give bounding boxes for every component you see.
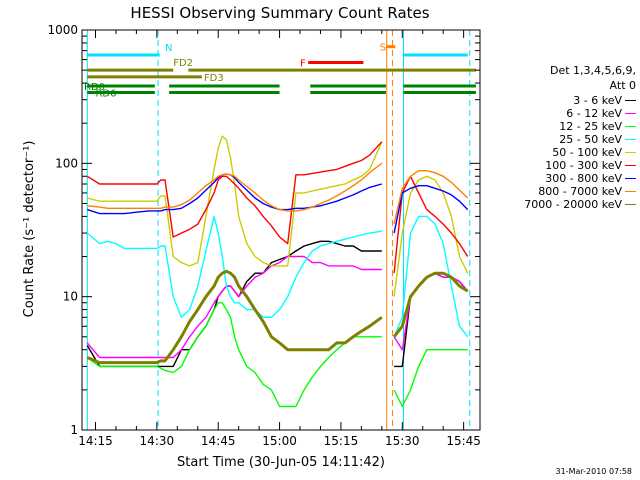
legend-swatch	[625, 203, 636, 206]
legend-swatch	[625, 177, 636, 180]
legend-row-25-50: 25 - 50 keV	[470, 133, 636, 146]
series-line-300-800-kev	[87, 173, 469, 234]
legend: Det 1,3,4,5,6,9, Att 0 3 - 6 keV 6 - 12 …	[470, 64, 636, 211]
x-axis-label: Start Time (30-Jun-05 14:11:42)	[177, 455, 385, 470]
legend-row-300-800: 300 - 800 keV	[470, 172, 636, 185]
x-tick-label: 15:00	[262, 434, 297, 448]
footer-timestamp: 31-Mar-2010 07:58	[555, 467, 633, 476]
legend-label: 100 - 300 keV	[545, 159, 622, 172]
series-line-100-300-kev	[86, 141, 469, 274]
x-tick-label: 14:45	[201, 434, 236, 448]
legend-label: 800 - 7000 keV	[538, 185, 622, 198]
legend-swatch	[625, 164, 636, 167]
x-tick-label: 14:15	[78, 434, 113, 448]
legend-label: 50 - 100 keV	[552, 146, 622, 159]
series-line-7000-20000-kev	[86, 269, 469, 365]
x-tick-label: 15:45	[446, 434, 481, 448]
series-line-25-50-kev	[86, 215, 469, 338]
legend-label: 6 - 12 keV	[566, 107, 622, 120]
legend-row-6-12: 6 - 12 keV	[470, 107, 636, 120]
legend-row-800-7000: 800 - 7000 keV	[470, 185, 636, 198]
legend-header-line-1: Det 1,3,4,5,6,9,	[549, 64, 636, 77]
x-tick-label: 14:30	[140, 434, 175, 448]
legend-swatch	[625, 151, 636, 154]
flag-label-fd2: FD2	[173, 58, 193, 69]
y-tick-label: 10	[63, 290, 78, 304]
legend-label: 25 - 50 keV	[559, 133, 622, 146]
y-tick-label: 1000	[47, 23, 78, 37]
legend-swatch	[625, 125, 636, 128]
legend-header-line-2: Att 0	[609, 79, 636, 92]
flag-label-rd0: RD0	[84, 82, 105, 93]
axes: 14:15 14:30 14:45 15:00 15:15 15:30 15:45 1 10 10…	[47, 23, 480, 448]
y-axis-label: Count Rate (s⁻¹ detector⁻¹)	[22, 141, 37, 318]
legend-row-50-100: 50 - 100 keV	[470, 146, 636, 159]
plot-frame	[81, 29, 481, 431]
series-line-800-7000-kev	[87, 162, 469, 225]
legend-row-7000-20000: 7000 - 20000 keV	[470, 198, 636, 211]
y-tick-label: 1	[70, 423, 78, 437]
series-line-3-6-kev	[86, 240, 469, 368]
flag-label-n: N	[165, 43, 172, 54]
chart-title: HESSI Observing Summary Count Rates	[130, 4, 429, 22]
series-line-50-100-kev	[87, 135, 469, 297]
legend-label: 300 - 800 keV	[545, 172, 622, 185]
flag-label-s: S	[380, 43, 386, 54]
legend-row-3-6: 3 - 6 keV	[470, 94, 636, 107]
flag-label-rd6: RD6	[95, 88, 116, 99]
x-tick-label: 15:30	[385, 434, 420, 448]
flag-label-fd3: FD3	[204, 73, 224, 84]
x-tick-label: 15:15	[324, 434, 359, 448]
legend-swatch	[625, 138, 636, 141]
legend-row-12-25: 12 - 25 keV	[470, 120, 636, 133]
legend-label: 12 - 25 keV	[559, 120, 622, 133]
legend-swatch	[625, 190, 636, 193]
legend-row-100-300: 100 - 300 keV	[470, 159, 636, 172]
y-tick-label: 100	[55, 156, 78, 170]
legend-swatch	[625, 112, 636, 115]
series-line-12-25-kev	[86, 302, 468, 408]
flag-label-f: F	[300, 59, 306, 70]
legend-swatch	[625, 99, 636, 102]
legend-label: 7000 - 20000 keV	[524, 198, 622, 211]
legend-label: 3 - 6 keV	[573, 94, 622, 107]
